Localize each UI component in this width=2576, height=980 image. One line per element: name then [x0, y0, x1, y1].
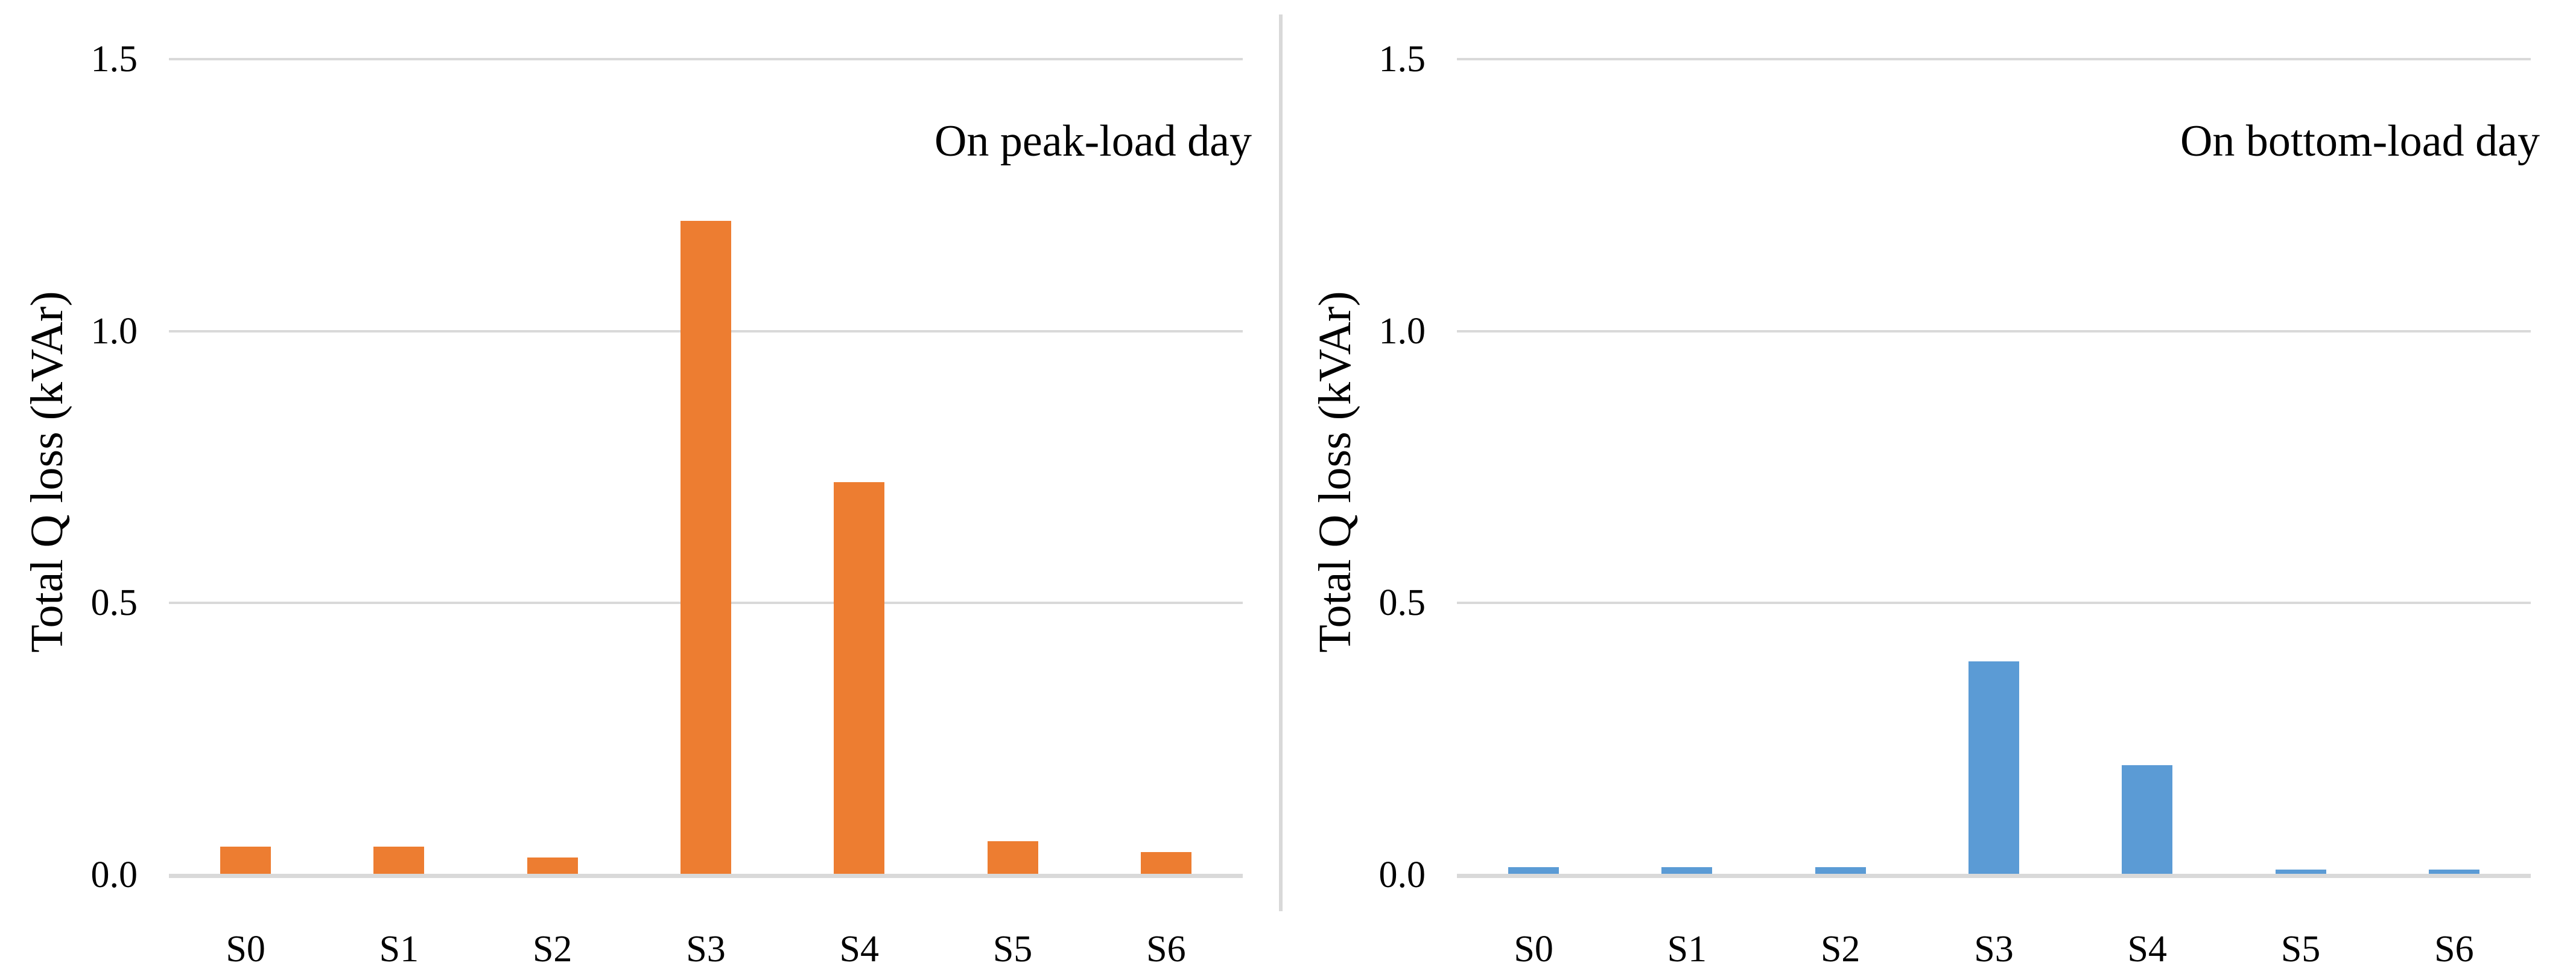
bar-S5 — [2275, 869, 2326, 874]
y-tick-label-1.5: 1.5 — [1378, 39, 1426, 80]
bar-S1 — [373, 846, 425, 874]
bar-S2 — [1815, 867, 1866, 874]
y-tick-label-0.5: 0.5 — [90, 582, 138, 624]
x-tick-label-S0: S0 — [1514, 929, 1553, 970]
gridline-0.5 — [1457, 602, 2531, 605]
x-tick-label-S1: S1 — [379, 929, 419, 970]
x-tick-label-S6: S6 — [2434, 929, 2474, 970]
bar-S5 — [987, 841, 1038, 874]
gridline-1.0 — [1457, 329, 2531, 332]
x-tick-label-S4: S4 — [2127, 929, 2168, 970]
x-tick-label-S5: S5 — [992, 929, 1033, 970]
y-tick-label-0.0: 0.0 — [90, 854, 138, 896]
y-tick-label-0.5: 0.5 — [1378, 582, 1426, 624]
bar-S1 — [1661, 867, 1713, 874]
x-tick-label-S3: S3 — [1974, 929, 2014, 970]
gridline-1.5 — [169, 58, 1243, 60]
bar-S4 — [834, 482, 885, 874]
plot-area — [1457, 58, 2531, 878]
chart-title: On peak-load day — [934, 116, 1252, 166]
bar-S0 — [220, 846, 271, 874]
bar-S3 — [1968, 661, 2019, 874]
y-tick-label-1.0: 1.0 — [1378, 310, 1426, 352]
chart-panel-bottom-load: Total Q loss (kVAr) On bottom-load day 0… — [1288, 0, 2576, 980]
x-tick-label-S2: S2 — [532, 929, 573, 970]
x-tick-label-S0: S0 — [226, 929, 265, 970]
panel-divider-line — [1279, 14, 1283, 911]
bar-S6 — [2428, 869, 2479, 874]
y-tick-label-1.5: 1.5 — [90, 39, 138, 80]
bar-S3 — [680, 221, 731, 874]
chart-title: On bottom-load day — [2180, 116, 2540, 166]
x-tick-label-S6: S6 — [1146, 929, 1186, 970]
gridline-1.5 — [1457, 58, 2531, 60]
gridline-0.0 — [169, 874, 1243, 878]
gridline-0.0 — [1457, 874, 2531, 878]
x-tick-label-S5: S5 — [2280, 929, 2321, 970]
x-tick-label-S4: S4 — [839, 929, 880, 970]
chart-panel-peak-load: Total Q loss (kVAr) On peak-load day 0.0… — [22, 39, 1252, 970]
y-tick-label-0.0: 0.0 — [1378, 854, 1426, 896]
y-axis-title: Total Q loss (kVAr) — [1310, 291, 1360, 653]
y-axis-title: Total Q loss (kVAr) — [22, 291, 72, 653]
bar-S0 — [1508, 867, 1559, 874]
bar-S2 — [527, 857, 578, 874]
plot-area — [169, 58, 1243, 878]
x-tick-label-S1: S1 — [1667, 929, 1707, 970]
bar-S6 — [1140, 851, 1191, 874]
bar-S4 — [2122, 765, 2173, 874]
y-tick-label-1.0: 1.0 — [90, 310, 138, 352]
x-tick-label-S3: S3 — [686, 929, 726, 970]
x-tick-label-S2: S2 — [1820, 929, 1861, 970]
